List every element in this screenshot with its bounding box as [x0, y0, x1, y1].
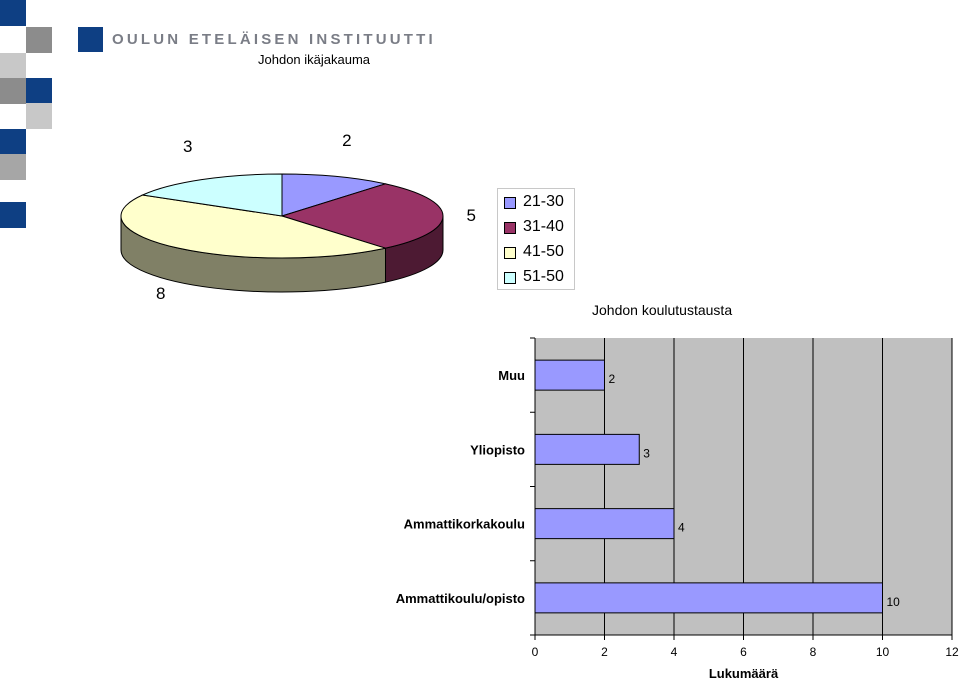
x-tick-label: 2 — [601, 645, 608, 659]
pie-slice — [120, 194, 388, 259]
x-tick-label: 10 — [876, 645, 890, 659]
category-label: Ammattikoulu/opisto — [396, 591, 525, 606]
bar-value-label: 4 — [678, 521, 685, 535]
pie-data-label: 8 — [156, 284, 166, 304]
x-tick-label: 8 — [810, 645, 817, 659]
category-label: Muu — [498, 368, 525, 383]
pie-slice — [280, 183, 444, 249]
logo-square — [26, 78, 52, 104]
x-tick-label: 6 — [740, 645, 747, 659]
x-tick-label: 12 — [945, 645, 959, 659]
logo-square — [0, 0, 26, 26]
bar — [534, 582, 883, 614]
logo-square — [26, 27, 52, 53]
pie-slice — [140, 173, 283, 217]
pie-data-label: 2 — [342, 130, 352, 150]
legend-swatch — [504, 272, 516, 284]
logo-text: OULUN ETELÄISEN INSTITUUTTI — [112, 31, 436, 48]
logo-square — [0, 53, 26, 79]
pie-data-label: 5 — [466, 206, 476, 225]
x-tick-label: 4 — [671, 645, 678, 659]
bar — [534, 508, 675, 540]
legend-label: 41-50 — [523, 243, 564, 260]
legend-label: 51-50 — [523, 268, 564, 285]
bar — [534, 359, 605, 391]
pie-chart-title: Johdon ikäjakauma — [258, 52, 371, 67]
x-tick-label: 0 — [532, 645, 539, 659]
logo-square — [0, 154, 26, 180]
bar-value-label: 10 — [887, 595, 901, 609]
bar-chart-title: Johdon koulutustausta — [592, 302, 733, 318]
logo-square — [26, 103, 52, 129]
x-axis-label: Lukumäärä — [709, 666, 779, 680]
legend-label: 21-30 — [523, 193, 564, 210]
bar — [534, 433, 640, 465]
bar-value-label: 2 — [609, 372, 616, 386]
bar-value-label: 3 — [643, 446, 650, 460]
pie-slice — [281, 173, 388, 217]
legend-label: 31-40 — [523, 218, 564, 235]
logo-square — [0, 129, 26, 155]
category-label: Yliopisto — [470, 442, 525, 457]
logo-square — [0, 202, 26, 228]
logo-square — [0, 78, 26, 104]
legend-swatch — [504, 247, 516, 259]
legend-swatch — [504, 197, 516, 209]
category-label: Ammattikorkakoulu — [404, 517, 525, 532]
legend-swatch — [504, 222, 516, 234]
pie-legend: 21-30 31-40 41-50 51-50 — [497, 188, 575, 290]
logo-mark — [78, 27, 103, 52]
pie-data-label: 3 — [183, 136, 193, 156]
